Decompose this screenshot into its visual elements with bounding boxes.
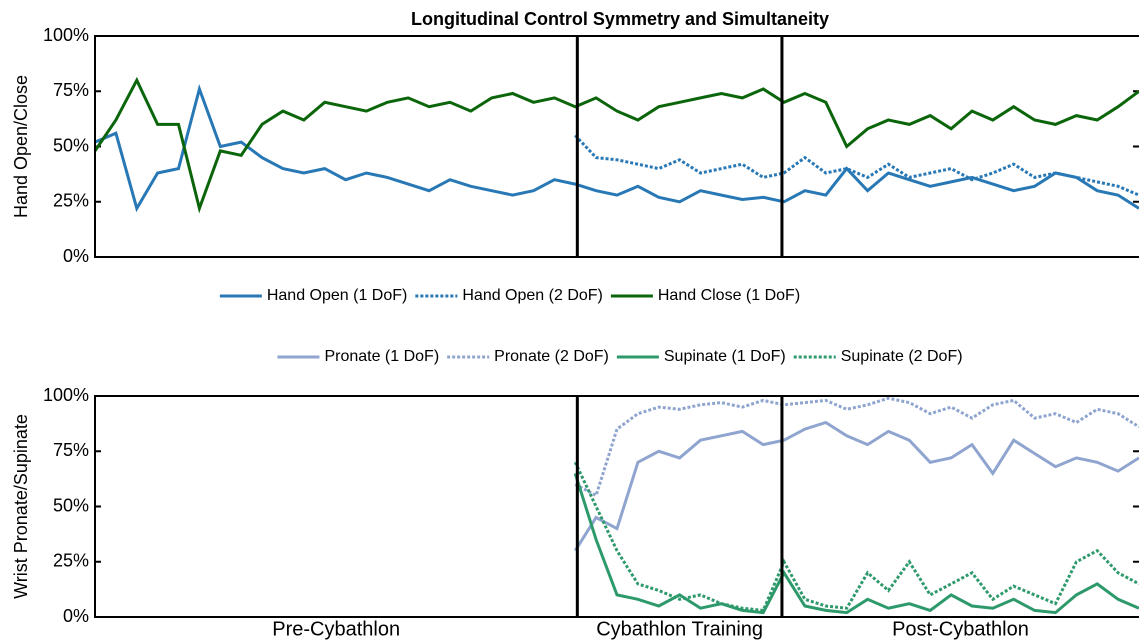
y-tick-label: 25% (53, 551, 89, 571)
axes-frame (94, 395, 1139, 618)
legend: Pronate (1 DoF) Pronate (2 DoF) Supinate (… (277, 348, 963, 365)
legend: Hand Open (1 DoF) Hand Open (2 DoF) Hand C… (219, 287, 800, 304)
y-tick-label: 100% (43, 25, 89, 45)
y-tick-label: 75% (53, 80, 89, 100)
phase-label: Cybathlon Training (596, 618, 763, 640)
y-tick-label: 75% (53, 440, 89, 460)
y-axis-label: Wrist Pronate/Supinate (11, 414, 31, 599)
legend-label: Pronate (1 DoF) (324, 348, 439, 365)
y-tick-label: 25% (53, 191, 89, 211)
phase-label: Post-Cybathlon (892, 618, 1029, 640)
series-line (94, 83, 1139, 213)
legend-label: Supinate (2 DoF) (841, 348, 963, 365)
legend-label: Hand Open (1 DoF) (267, 287, 408, 304)
y-tick-label: 100% (43, 385, 89, 405)
phase-label: Pre-Cybathlon (272, 618, 400, 640)
y-tick-label: 50% (53, 135, 89, 155)
legend-label: Supinate (1 DoF) (664, 348, 786, 365)
legend-label: Pronate (2 DoF) (494, 348, 609, 365)
series-line (573, 461, 1139, 613)
series-line (574, 396, 1139, 498)
axes-frame (94, 35, 1139, 258)
legend-label: Hand Close (1 DoF) (658, 287, 800, 304)
y-tick-label: 0% (63, 246, 89, 266)
chart-title: Longitudinal Control Symmetry and Simult… (411, 9, 829, 29)
legend-label: Hand Open (2 DoF) (462, 287, 603, 304)
series-line (573, 420, 1139, 552)
series-line (573, 472, 1139, 615)
series-line (574, 134, 1139, 197)
series-line (93, 76, 1139, 214)
y-axis-label: Hand Open/Close (11, 75, 31, 218)
y-tick-label: 0% (63, 606, 89, 626)
y-tick-label: 50% (53, 495, 89, 515)
